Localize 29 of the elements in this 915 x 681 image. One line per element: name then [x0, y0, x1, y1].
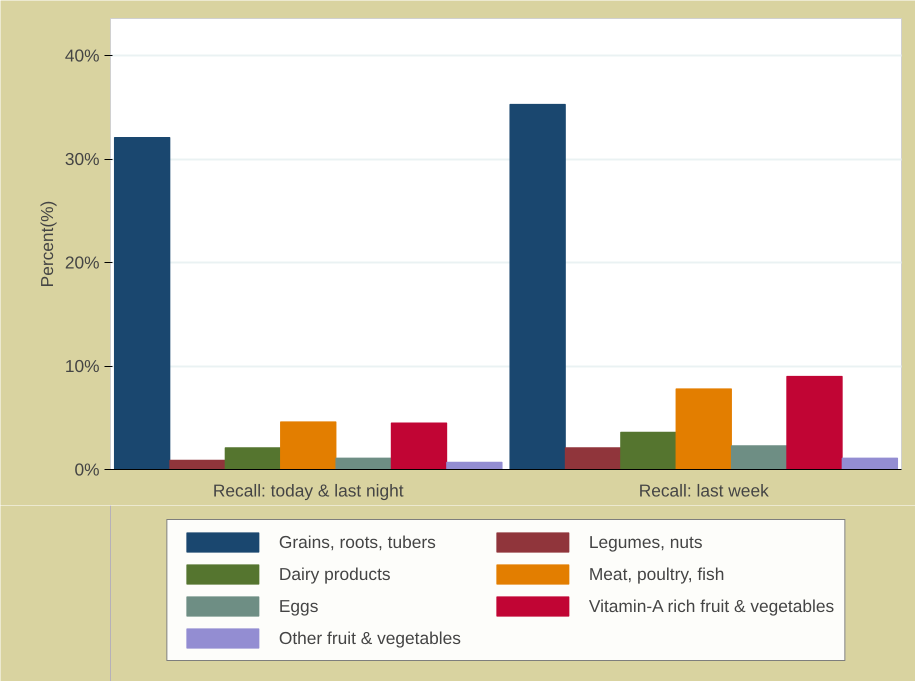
bar: [842, 458, 898, 470]
bar: [446, 462, 503, 470]
y-tick-label: 30%: [64, 149, 100, 170]
legend-label: Meat, poultry, fish: [588, 564, 726, 584]
bar: [730, 445, 788, 470]
bar: [169, 460, 226, 470]
bar: [786, 376, 843, 470]
y-tick-label: 40%: [64, 46, 100, 66]
legend-label: Legumes, nuts: [588, 532, 704, 552]
legend-label: Grains, roots, tubers: [278, 532, 437, 552]
bar: [114, 136, 170, 470]
bar: [564, 447, 622, 470]
legend-label: Dairy products: [278, 564, 392, 584]
legend-label: Other fruit & vegetables: [278, 628, 462, 648]
bar: [509, 104, 566, 470]
y-axis-title: Percent(%): [36, 200, 57, 288]
legend-label: Eggs: [278, 596, 320, 616]
bar: [280, 421, 336, 470]
bar: [620, 432, 677, 470]
y-tick-label: 0%: [74, 460, 100, 480]
bar: [224, 447, 282, 470]
x-tick-label: Recall: last week: [638, 480, 770, 500]
y-tick-label: 10%: [64, 356, 100, 376]
y-tick-label: 20%: [64, 252, 100, 273]
bar: [390, 422, 448, 470]
bar: [335, 458, 392, 470]
legend-label: Vitamin-A rich fruit & vegetables: [588, 596, 834, 616]
bar: [676, 388, 732, 470]
x-tick-label: Recall: today & last night: [212, 480, 404, 500]
